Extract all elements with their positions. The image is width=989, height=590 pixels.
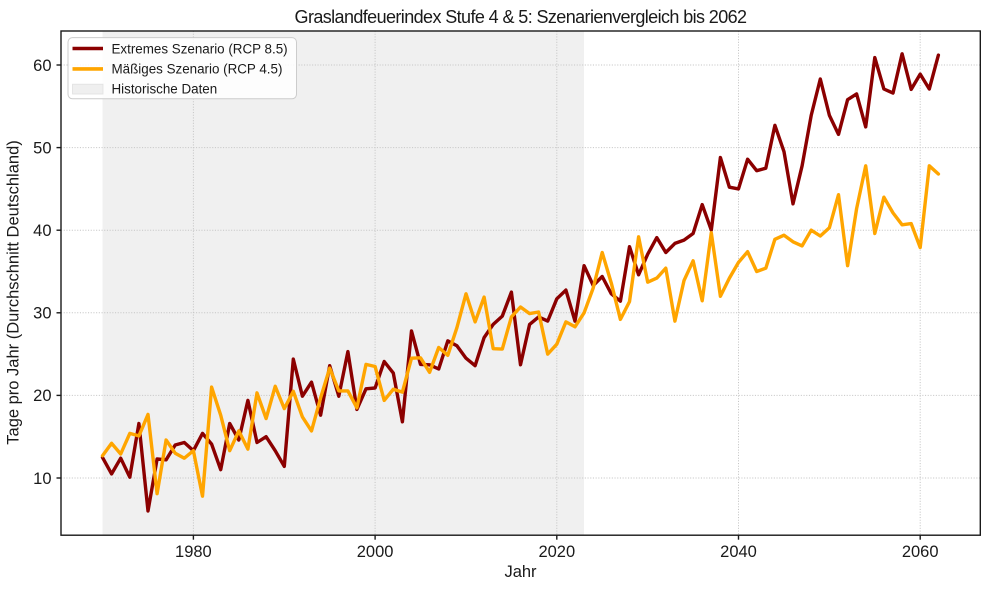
svg-text:60: 60	[33, 57, 51, 75]
svg-text:Extremes Szenario (RCP 8.5): Extremes Szenario (RCP 8.5)	[112, 41, 288, 56]
svg-text:2040: 2040	[720, 543, 757, 561]
svg-text:Tage pro Jahr (Durchschnitt De: Tage pro Jahr (Durchschnitt Deutschland)	[5, 140, 23, 444]
svg-text:30: 30	[33, 305, 51, 323]
svg-text:Mäßiges Szenario (RCP 4.5): Mäßiges Szenario (RCP 4.5)	[112, 62, 283, 77]
svg-text:20: 20	[33, 387, 51, 405]
svg-text:40: 40	[33, 222, 51, 240]
svg-text:10: 10	[33, 470, 51, 488]
svg-text:2020: 2020	[538, 543, 575, 561]
svg-text:Graslandfeuerindex Stufe 4 & 5: Graslandfeuerindex Stufe 4 & 5: Szenarie…	[295, 7, 747, 27]
svg-text:Historische Daten: Historische Daten	[112, 82, 218, 97]
svg-text:2060: 2060	[902, 543, 939, 561]
svg-text:2000: 2000	[357, 543, 394, 561]
svg-text:Jahr: Jahr	[504, 563, 537, 581]
svg-text:50: 50	[33, 139, 51, 157]
svg-text:1980: 1980	[175, 543, 212, 561]
